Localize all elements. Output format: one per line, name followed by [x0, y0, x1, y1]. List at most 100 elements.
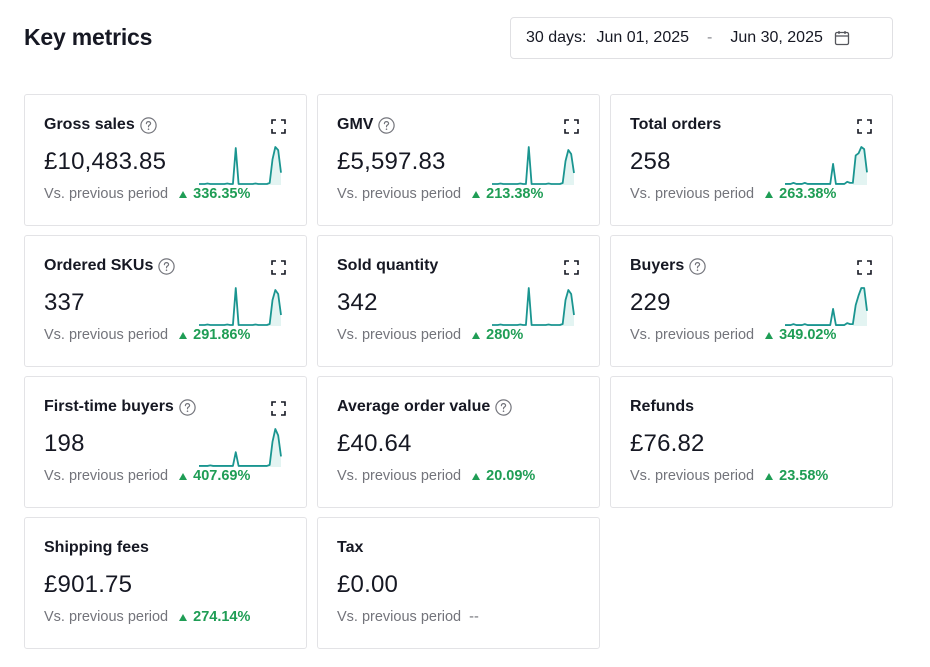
metric-change-value: 349.02%: [779, 327, 837, 343]
sparkline-chart: [785, 287, 868, 326]
metric-card-header: GMV: [337, 116, 396, 134]
metric-value: £10,483.85: [44, 148, 167, 175]
metric-change-value: 291.86%: [193, 327, 251, 343]
metric-change-value: 20.09%: [486, 468, 536, 484]
metric-change: 349.02%: [765, 327, 836, 343]
metric-card-refunds[interactable]: Refunds £76.82 Vs. previous period 23.58%: [610, 376, 893, 508]
metric-change: 274.14%: [179, 609, 250, 625]
metric-label: GMV: [337, 116, 374, 133]
help-icon[interactable]: [140, 116, 157, 134]
expand-icon[interactable]: [564, 119, 579, 134]
metric-card-gross-sales[interactable]: Gross sales £10,483.85 Vs. previous period…: [24, 94, 307, 226]
metric-card-header: Ordered SKUs: [44, 257, 176, 275]
comparison-label: Vs. previous period: [630, 186, 755, 202]
metric-card-header: Sold quantity: [337, 257, 438, 275]
help-icon[interactable]: [179, 398, 196, 416]
metric-card-header: Average order value: [337, 398, 512, 416]
metric-value: £40.64: [337, 430, 412, 457]
metric-card-total-orders[interactable]: Total orders 258 Vs. previous period 263.38…: [610, 94, 893, 226]
metric-card-first-time-buyers[interactable]: First-time buyers 198 Vs. previous period 4…: [24, 376, 307, 508]
sparkline-line: [199, 428, 282, 467]
metric-change-value: 213.38%: [486, 186, 544, 202]
date-range-end[interactable]: Jun 30, 2025: [730, 29, 823, 46]
metric-change: 336.35%: [179, 186, 250, 202]
help-icon[interactable]: [689, 257, 706, 275]
expand-icon[interactable]: [564, 260, 579, 275]
sparkline-chart: [199, 428, 282, 467]
metric-label: First-time buyers: [44, 398, 174, 415]
metric-cards-grid: Gross sales £10,483.85 Vs. previous period…: [24, 94, 893, 649]
sparkline-area: [559, 290, 574, 326]
metric-label: Buyers: [630, 257, 685, 274]
date-range-picker[interactable]: 30 days: Jun 01, 2025 - Jun 30, 2025: [510, 17, 893, 59]
arrow-up-icon: [179, 190, 188, 198]
sparkline-line: [492, 146, 575, 185]
expand-icon[interactable]: [857, 119, 872, 134]
metric-change-value: 274.14%: [193, 609, 251, 625]
metric-label: Tax: [337, 539, 364, 556]
comparison-label: Vs. previous period: [630, 468, 755, 484]
metric-comparison: Vs. previous period 263.38%: [630, 186, 836, 202]
metric-comparison: Vs. previous period 213.38%: [337, 186, 543, 202]
sparkline-chart: [199, 146, 282, 185]
sparkline-area: [852, 288, 867, 326]
calendar-icon[interactable]: [833, 29, 851, 47]
comparison-label: Vs. previous period: [337, 186, 462, 202]
help-icon[interactable]: [158, 257, 176, 275]
metric-card-tax[interactable]: Tax £0.00 Vs. previous period --: [317, 517, 600, 649]
metric-comparison: Vs. previous period --: [337, 609, 479, 625]
metric-value: £0.00: [337, 571, 399, 598]
metric-card-average-order-value[interactable]: Average order value £40.64 Vs. previous pe…: [317, 376, 600, 508]
arrow-up-icon: [765, 472, 774, 480]
metric-card-header: Buyers: [630, 257, 706, 275]
metric-card-gmv[interactable]: GMV £5,597.83 Vs. previous period 213.38%: [317, 94, 600, 226]
date-range-separator: -: [707, 29, 713, 46]
metric-comparison: Vs. previous period 280%: [337, 327, 523, 343]
metric-card-sold-quantity[interactable]: Sold quantity 342 Vs. previous period 280%: [317, 235, 600, 367]
help-icon[interactable]: [378, 116, 396, 134]
arrow-up-icon: [472, 190, 481, 198]
metric-change: 407.69%: [179, 468, 250, 484]
metric-change: 280%: [472, 327, 523, 343]
metric-value: £901.75: [44, 571, 133, 598]
metric-label: Average order value: [337, 398, 491, 415]
expand-icon[interactable]: [271, 401, 286, 416]
arrow-up-icon: [179, 331, 188, 339]
metric-label: Ordered SKUs: [44, 257, 154, 274]
metric-card-header: Gross sales: [44, 116, 157, 134]
metric-value: 198: [44, 430, 85, 457]
metric-value: 342: [337, 289, 378, 316]
sparkline-chart: [199, 287, 282, 326]
metric-card-ordered-skus[interactable]: Ordered SKUs 337 Vs. previous period 291.86…: [24, 235, 307, 367]
comparison-label: Vs. previous period: [44, 609, 169, 625]
metric-change: --: [469, 609, 479, 625]
expand-icon[interactable]: [857, 260, 872, 275]
metric-comparison: Vs. previous period 407.69%: [44, 468, 250, 484]
metric-value: 337: [44, 289, 85, 316]
arrow-up-icon: [472, 472, 481, 480]
expand-icon[interactable]: [271, 119, 286, 134]
metric-card-header: Shipping fees: [44, 539, 149, 557]
metric-card-header: Total orders: [630, 116, 721, 134]
comparison-label: Vs. previous period: [44, 327, 169, 343]
arrow-up-icon: [179, 472, 188, 480]
sparkline-line: [785, 287, 868, 326]
metric-card-header: Refunds: [630, 398, 694, 416]
metric-comparison: Vs. previous period 291.86%: [44, 327, 250, 343]
comparison-label: Vs. previous period: [44, 468, 169, 484]
page-title: Key metrics: [24, 24, 153, 50]
metric-change-value: 263.38%: [779, 186, 837, 202]
metric-change-value: 336.35%: [193, 186, 251, 202]
help-icon[interactable]: [495, 398, 512, 416]
metric-card-shipping-fees[interactable]: Shipping fees £901.75 Vs. previous period 2…: [24, 517, 307, 649]
metric-comparison: Vs. previous period 349.02%: [630, 327, 836, 343]
metric-card-buyers[interactable]: Buyers 229 Vs. previous period 349.02%: [610, 235, 893, 367]
metric-value: £76.82: [630, 430, 705, 457]
metric-card-header: First-time buyers: [44, 398, 196, 416]
date-range-label: 30 days:: [526, 29, 587, 46]
date-range-start[interactable]: Jun 01, 2025: [596, 29, 690, 46]
expand-icon[interactable]: [271, 260, 286, 275]
sparkline-line: [199, 146, 282, 185]
metric-label: Refunds: [630, 398, 694, 415]
metric-change-value: 280%: [486, 327, 524, 343]
